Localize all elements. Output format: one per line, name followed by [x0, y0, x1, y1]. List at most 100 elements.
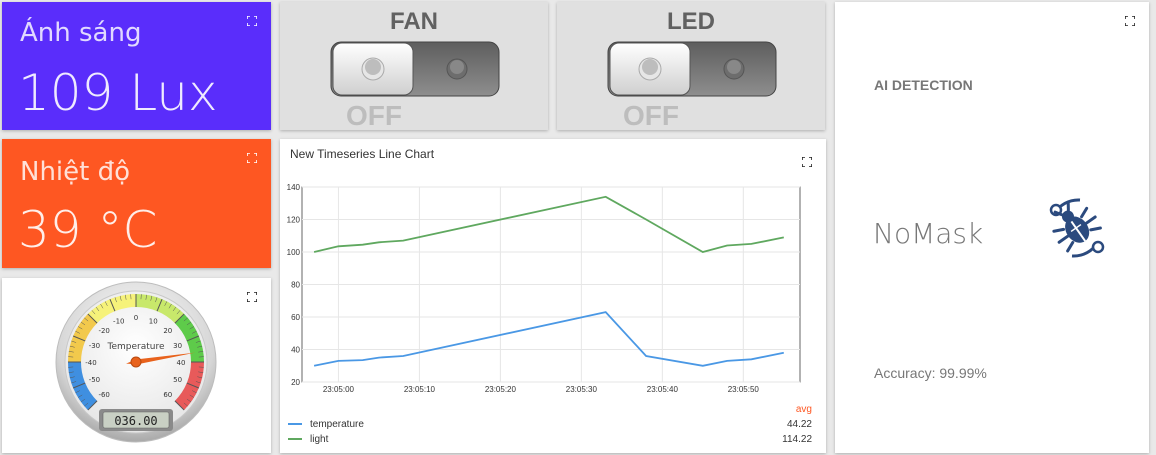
gauge-tick — [192, 330, 197, 334]
gauge-tick — [150, 295, 153, 301]
x-tick-label: 23:05:30 — [566, 385, 598, 394]
gauge-tick — [80, 321, 86, 326]
gauge-tick — [186, 398, 192, 403]
led-switch-card: LED OFF — [557, 2, 825, 131]
gauge-tick — [104, 301, 108, 306]
chart-title: New Timeseries Line Chart — [290, 147, 435, 161]
fan-toggle[interactable] — [330, 40, 500, 98]
legend-avg-value: 114.22 — [782, 434, 812, 445]
temperature-value: 39 °C — [18, 201, 158, 259]
gauge-tick — [183, 317, 188, 322]
y-tick-label: 80 — [291, 281, 300, 290]
gauge-tick — [87, 400, 98, 411]
gauge-tick — [195, 381, 201, 384]
gauge-tick-label: 10 — [149, 317, 158, 325]
legend-item-temperature[interactable]: temperature 44.22 — [288, 419, 812, 430]
temperature-label: Nhiệt độ — [20, 157, 131, 187]
gauge-band — [68, 362, 98, 411]
gauge-tick — [77, 394, 83, 398]
gauge-tick — [71, 381, 77, 384]
gauge-tick — [176, 310, 181, 315]
gauge-tick — [91, 310, 96, 315]
legend-avg-value: 44.22 — [786, 419, 812, 430]
y-tick-label: 60 — [291, 313, 300, 322]
gauge-tick-label: -20 — [98, 327, 109, 335]
gauge-band — [174, 313, 204, 362]
legend-item-light[interactable]: light 114.22 — [288, 434, 812, 445]
gauge-tick — [198, 351, 204, 353]
x-tick-label: 23:05:10 — [404, 385, 436, 394]
gauge-tick-label: -10 — [113, 317, 124, 325]
gauge-band — [68, 313, 98, 362]
light-card: Ánh sáng 109 Lux — [2, 2, 271, 130]
gauge-tick — [192, 390, 197, 394]
y-tick-label: 100 — [287, 248, 301, 257]
gauge-tick-label: -30 — [89, 342, 100, 350]
x-tick-label: 23:05:20 — [485, 385, 517, 394]
y-tick-label: 120 — [287, 216, 301, 225]
gauge-tick — [155, 297, 158, 303]
gauge-tick — [87, 313, 98, 324]
gauge-tick — [119, 295, 122, 301]
ai-bug-icon — [1040, 192, 1112, 264]
legend-swatch — [288, 438, 302, 441]
gauge-tick — [183, 402, 188, 407]
gauge-tick — [77, 326, 83, 330]
ai-title: AI DETECTION — [874, 77, 973, 93]
gauge-tick — [71, 340, 77, 343]
gauge-tick — [164, 301, 168, 306]
gauge-tick — [125, 294, 127, 300]
ai-accuracy: Accuracy: 99.99% — [874, 365, 987, 381]
gauge-tick — [80, 398, 86, 403]
gauge-tick-label: -50 — [89, 376, 100, 384]
gauge-tick — [95, 306, 100, 312]
gauge-tick — [168, 303, 172, 309]
gauge-tick — [114, 297, 117, 303]
gauge-pivot — [130, 356, 142, 368]
gauge-tick — [174, 313, 185, 324]
y-tick-label: 140 — [287, 183, 301, 192]
fullscreen-icon[interactable] — [247, 16, 257, 26]
x-tick-label: 23:05:50 — [728, 385, 760, 394]
fullscreen-icon[interactable] — [1125, 16, 1135, 26]
gauge-readout: 036.00 — [114, 414, 157, 428]
gauge-tick — [68, 351, 74, 353]
fullscreen-icon[interactable] — [247, 153, 257, 163]
light-value: 109 Lux — [18, 64, 218, 122]
gauge-tick-label: 50 — [173, 376, 182, 384]
series-line-temperature — [313, 311, 784, 367]
gauge-band — [87, 294, 136, 324]
gauge-tick — [75, 390, 80, 394]
series-line-light — [313, 195, 784, 253]
line-chart: 20 40 60 80 100 120 140 23:05:00 23:05:10 23:05:2… — [287, 183, 801, 394]
gauge-band — [136, 294, 185, 324]
gauge-label: Temperature — [106, 342, 164, 352]
fan-switch-card: FAN OFF — [280, 2, 548, 131]
gauge-tick-label: 20 — [163, 327, 172, 335]
gauge-needle — [126, 352, 196, 365]
gauge-tick-label: 30 — [173, 342, 182, 350]
light-label: Ánh sáng — [20, 18, 142, 48]
gauge-tick — [197, 345, 203, 348]
gauge-band — [174, 362, 204, 411]
gauge-tick — [195, 340, 201, 343]
y-tick-label: 40 — [291, 346, 300, 355]
gauge-tick — [69, 376, 75, 379]
legend-header: avg — [795, 404, 812, 415]
gauge-tick — [69, 345, 75, 348]
ai-result: NoMask — [873, 217, 984, 250]
y-tick-label: 20 — [291, 378, 300, 387]
gauge-tick — [189, 394, 195, 398]
ai-detection-card: AI DETECTION NoMask Accuracy: 99.99% — [835, 2, 1149, 453]
gauge-tick — [84, 317, 89, 322]
gauge-card: -60 -50 -40 -30 -20 -10 0 10 20 30 40 50 60 Temperat… — [2, 278, 271, 453]
gauge-tick — [189, 326, 195, 330]
gauge-tick — [186, 321, 192, 326]
led-state: OFF — [623, 100, 679, 131]
legend-label: temperature — [310, 419, 364, 430]
led-toggle[interactable] — [607, 40, 777, 98]
gauge-tick — [68, 371, 74, 373]
gauge-tick — [109, 298, 116, 312]
gauge-tick — [156, 298, 163, 312]
